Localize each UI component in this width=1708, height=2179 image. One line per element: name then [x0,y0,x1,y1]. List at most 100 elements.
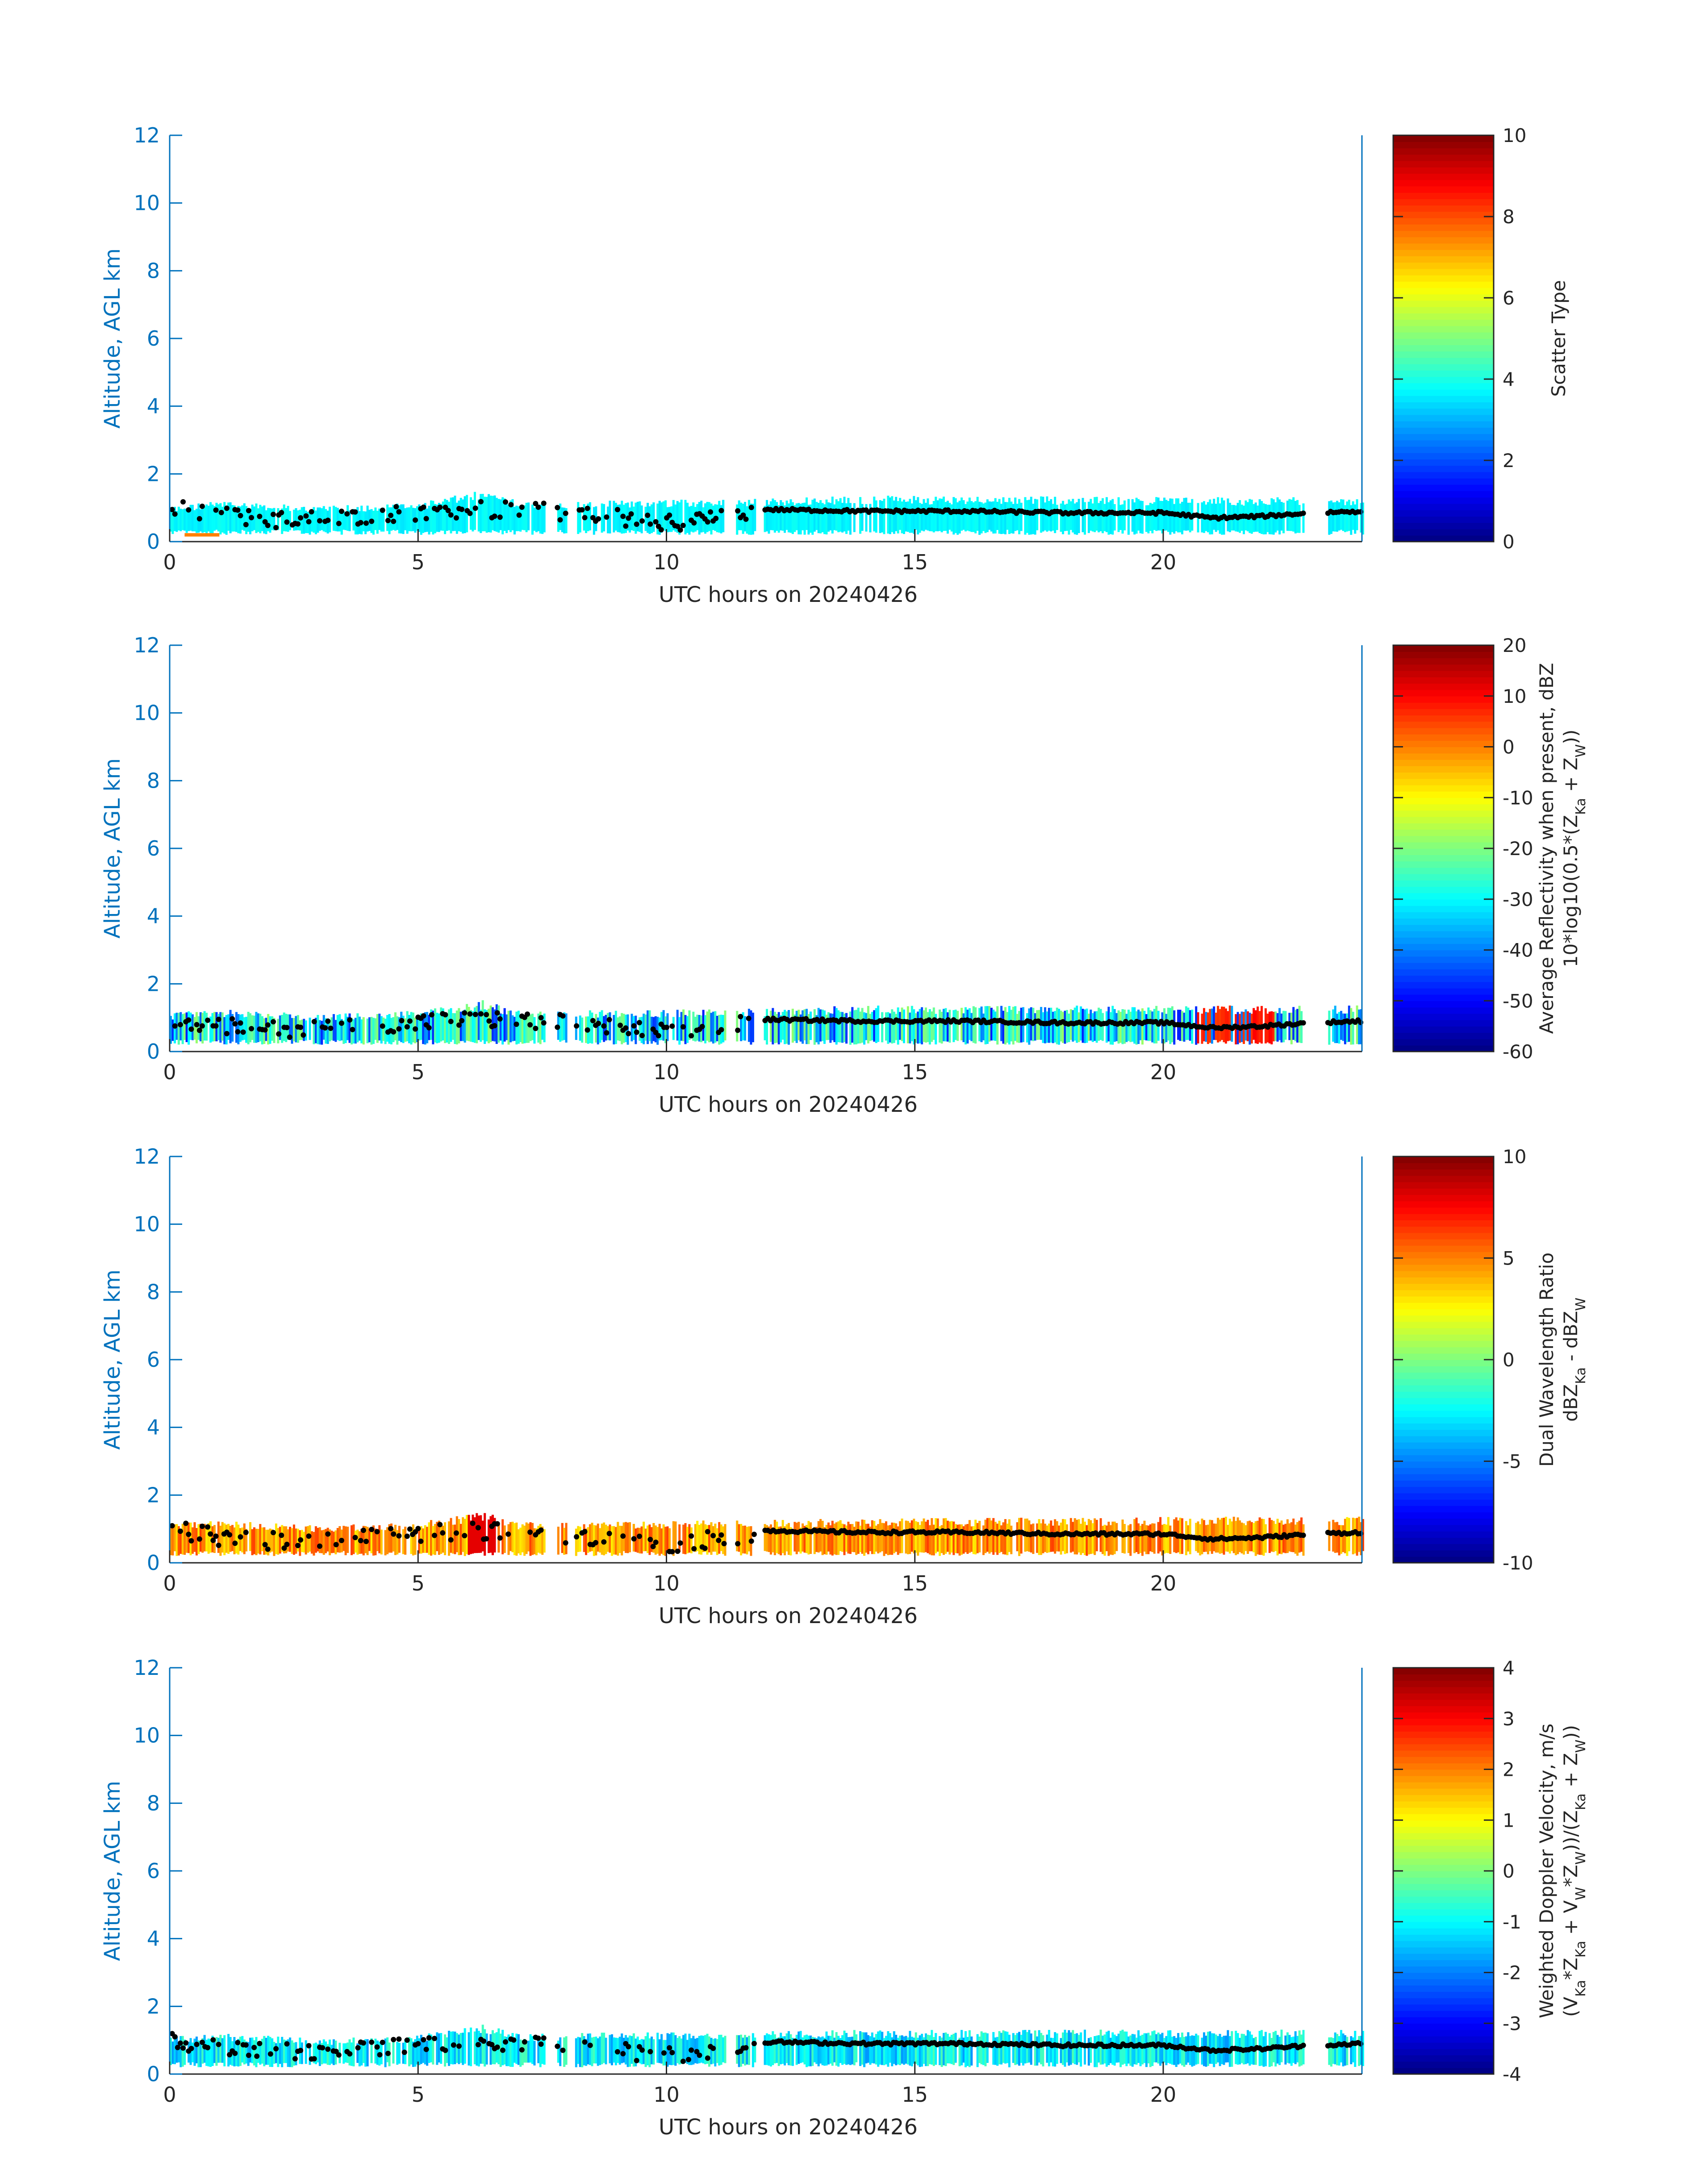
cloud-column [921,1521,923,1553]
cloud-column [889,1013,891,1043]
cloud-column [517,506,520,531]
x-tick-label: 5 [412,1571,425,1595]
cloud-column [468,2032,470,2066]
cloud-column [1119,505,1122,530]
cloud-base-point [555,1024,560,1030]
cloud-column [277,2037,280,2067]
cloud-column [1048,1524,1050,1553]
cloud-base-point [391,1531,397,1537]
cloud-column [1139,501,1142,534]
cloud-column [906,1521,909,1554]
cloud-column [318,2040,321,2066]
cloud-column [666,1526,669,1552]
cloud-column [480,1010,482,1042]
cloud-column [191,2042,194,2062]
cloud-column [863,2032,866,2067]
cloud-column [714,2038,717,2066]
cloud-column [789,1527,792,1556]
cloud-column [875,1008,877,1043]
cloud-column [1111,499,1114,535]
cloud-base-point [396,2036,402,2042]
cloud-column [217,2037,220,2063]
cloud-base-point [284,1025,290,1031]
cloud-column [831,1520,834,1556]
cloud-column [700,2035,703,2063]
cloud-base-point [199,503,205,509]
cloud-column [579,1015,581,1041]
cloud-base-point [213,1023,219,1029]
colorbar-segment [1393,1175,1494,1182]
cloud-column [517,1010,520,1044]
cloud-column [906,1006,909,1044]
cloud-column [887,2031,889,2067]
cloud-column [704,2035,706,2064]
cloud-column [410,505,413,531]
cloud-column [639,1017,641,1041]
cloud-column [1002,1522,1005,1554]
cloud-base-point [647,2049,653,2054]
cloud-column [418,2038,421,2065]
y-tick-label: 2 [147,972,160,996]
colorbar-segment [1393,1277,1494,1284]
cloud-column [448,2031,451,2066]
cloud-column [921,2033,923,2067]
cloud-column [476,1006,478,1044]
cloud-column [348,510,351,531]
colorbar-segment [1393,1315,1494,1322]
cloud-base-point [208,1531,213,1537]
cloud-column [1123,1524,1126,1554]
cloud-column [1065,504,1068,531]
cloud-column [374,1528,377,1556]
cloud-column [237,506,240,534]
cloud-column [493,495,496,531]
cloud-column [515,2033,518,2064]
cloud-column [193,2038,196,2066]
colorbar-segment [1393,1537,1494,1545]
cloud-column [593,1525,595,1556]
cloud-column [1209,2031,1211,2064]
cloud-column [223,502,226,534]
cloud-column [231,505,234,532]
cloud-column [1203,1520,1205,1552]
cloud-column [841,503,844,533]
cloud-column [899,2035,902,2065]
cloud-column [219,1525,222,1556]
cloud-column [1032,1524,1035,1554]
cloud-column [265,2037,267,2065]
cloud-column [962,2037,965,2063]
cloud-column [631,2036,633,2064]
cloud-column [181,509,184,530]
cloud-column [1040,496,1043,533]
cloud-column [777,505,780,533]
cloud-column [356,2043,359,2063]
colorbar-segment [1393,918,1494,925]
cloud-base-point [705,2055,710,2061]
cloud-base-point [519,504,525,510]
cloud-column [1002,1010,1005,1044]
cloud-base-point [686,2057,691,2062]
cloud-column [978,501,981,535]
cloud-base-point [626,515,631,521]
cloud-column [901,1007,903,1041]
cloud-column [903,2036,905,2065]
cloud-base-point [623,523,629,529]
cloud-column [1336,2034,1339,2066]
cloud-base-point [689,2047,694,2053]
cloud-column [1010,1525,1013,1554]
colorbar-segment [1393,1686,1494,1694]
cloud-column [891,1009,894,1044]
cloud-column [899,1012,902,1040]
cloud-base-point [413,1026,418,1032]
cloud-column [746,2037,748,2065]
cloud-column [1290,2037,1293,2066]
cloud-column [784,1010,786,1044]
cloud-column [585,508,587,533]
cloud-column [672,2032,675,2065]
cloud-column [305,2040,307,2064]
cloud-column [829,1013,832,1043]
cloud-column [184,1013,186,1040]
cloud-column [1107,502,1110,535]
cloud-column [644,1528,647,1551]
cloud-base-point [238,1020,243,1026]
colorbar-segment [1393,1245,1494,1252]
